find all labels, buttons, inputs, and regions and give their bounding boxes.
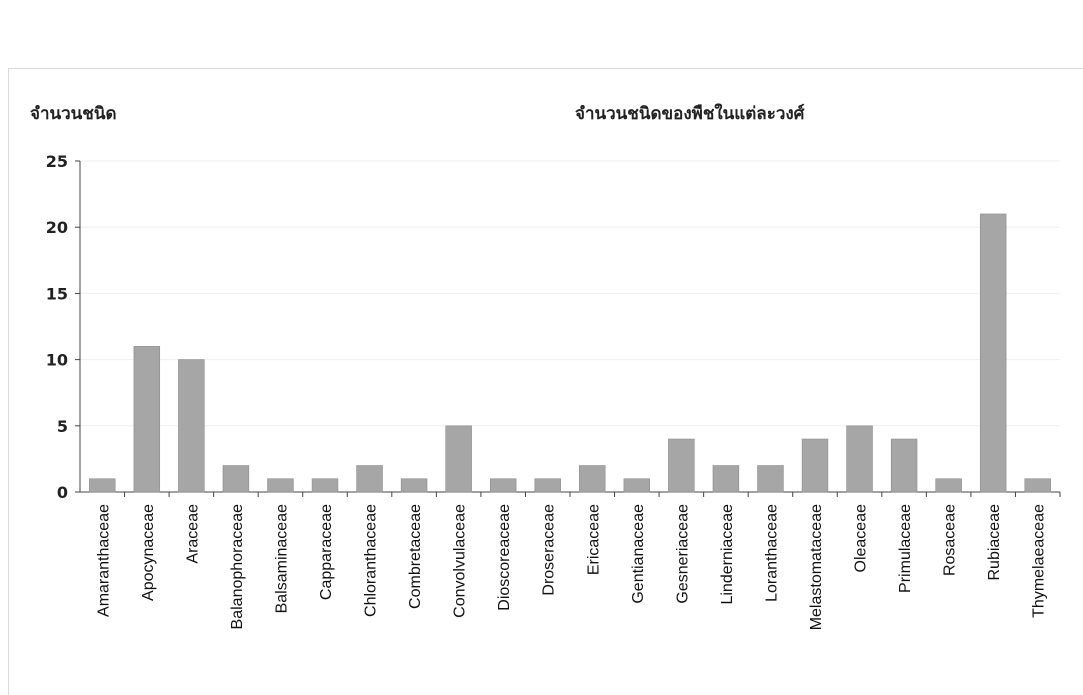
bar-chloranthaceae — [356, 465, 383, 493]
bar-thymelaeaceae — [1024, 478, 1051, 493]
bar-droseraceae — [534, 478, 561, 493]
x-tick-label: Primulaceae — [897, 504, 914, 593]
grid-lines — [80, 160, 1060, 427]
bar-melastomataceae — [801, 438, 829, 493]
x-tick-label: Chloranthaceae — [363, 504, 380, 617]
bar-ericaceae — [579, 465, 606, 493]
bar-convolvulaceae — [445, 425, 472, 493]
bar-balanophoraceae — [222, 465, 250, 493]
x-tick-label: Amaranthaceae — [95, 504, 112, 617]
x-tick-label: Melastomataceae — [808, 504, 825, 630]
x-tick-label: Ericaceae — [585, 504, 602, 575]
chart-title: จำนวนชนิดของพืชในแต่ละวงศ์ — [575, 104, 805, 124]
bar-amaranthaceae — [89, 478, 116, 493]
bar-linderniaceae — [712, 465, 740, 493]
bar-balsaminaceae — [267, 478, 294, 493]
bar-araceae — [178, 359, 205, 493]
x-tick-label: Oleaceae — [853, 504, 870, 573]
bar-oleaceae — [846, 425, 873, 493]
bar-gesneriaceae — [668, 438, 695, 493]
bar-dioscoreaceae — [489, 478, 517, 493]
bar-combretaceae — [400, 478, 428, 493]
bar-loranthaceae — [757, 465, 784, 493]
y-tick-label: 15 — [46, 284, 68, 303]
x-tick-label: Droseraceae — [541, 504, 558, 596]
bars — [89, 213, 1051, 493]
x-tick-label: Araceae — [184, 504, 201, 564]
y-tick-label: 0 — [57, 483, 68, 502]
x-tick-label: Balanophoraceae — [229, 504, 246, 630]
bar-rubiaceae — [979, 213, 1007, 493]
x-tick-labels: Amaranthaceae Apocynaceae Araceae Balanopho… — [95, 504, 1047, 630]
x-tick-label: Apocynaceae — [140, 504, 157, 601]
x-tick-label: Gentianaceae — [630, 504, 647, 604]
x-tick-label: Loranthaceae — [763, 504, 780, 602]
x-tick-label: Thymelaeaceae — [1031, 504, 1048, 618]
y-tick-label: 5 — [57, 417, 68, 436]
x-tick-label: Convolvulaceae — [452, 504, 469, 618]
bar-rosaceae — [935, 478, 962, 493]
y-tick-label: 25 — [46, 152, 68, 171]
bar-primulaceae — [890, 438, 918, 493]
x-tick-label: Gesneriaceae — [674, 504, 691, 604]
x-tick-label: Capparaceae — [318, 504, 335, 600]
x-tick-label: Dioscoreaceae — [496, 504, 513, 611]
bar-gentianaceae — [623, 478, 651, 493]
x-tick-label: Balsaminaceae — [273, 504, 290, 614]
y-tick-label: 10 — [46, 351, 68, 370]
bar-apocynaceae — [133, 346, 161, 493]
bar-capparaceae — [311, 478, 339, 493]
y-tick-labels: 0 5 10 15 20 25 — [46, 152, 68, 502]
y-axis-label: จำนวนชนิด — [30, 104, 117, 124]
x-tick-label: Rubiaceae — [986, 504, 1003, 581]
x-tick-label: Linderniaceae — [719, 504, 736, 605]
chart-frame — [8, 68, 1083, 695]
y-tick-label: 20 — [46, 218, 68, 237]
x-tick-label: Combretaceae — [407, 504, 424, 609]
x-tick-label: Rosaceae — [942, 504, 959, 576]
